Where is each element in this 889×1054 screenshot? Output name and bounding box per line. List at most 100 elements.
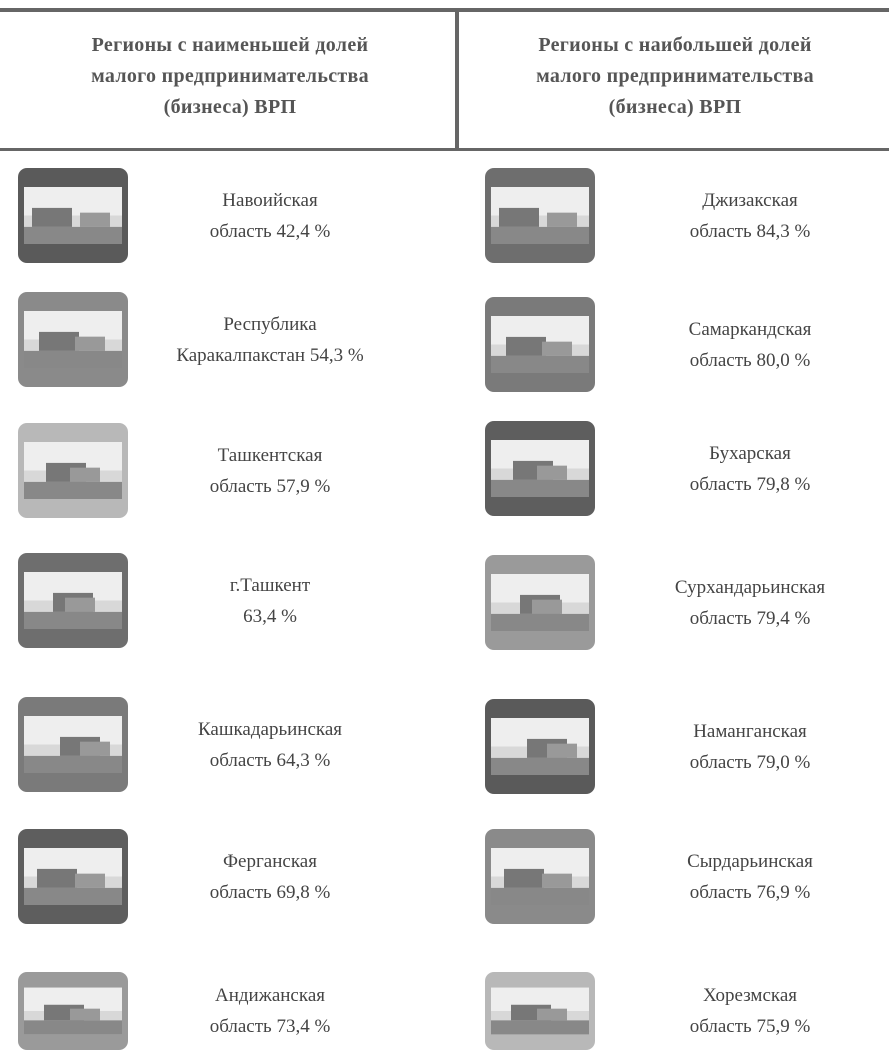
- photo-shape: [491, 480, 589, 497]
- photo: [18, 829, 128, 924]
- photo-shape: [537, 466, 567, 480]
- photo-shape: [491, 888, 589, 905]
- photo-shape: [491, 614, 589, 631]
- region-label-line: Андижанская: [120, 980, 420, 1011]
- photo-shape: [24, 756, 122, 773]
- page: Регионы с наименьшей долеймалого предпри…: [0, 0, 889, 1054]
- photo-shape: [542, 874, 572, 888]
- column-header: Регионы с наибольшей долеймалого предпри…: [455, 30, 889, 123]
- region-photo: [485, 168, 595, 263]
- region-label-line: Кашкадарьинская: [120, 714, 420, 745]
- region-label-line: Ферганская: [120, 846, 420, 877]
- photo-shape: [24, 888, 122, 905]
- region-photo: [18, 697, 128, 792]
- photo: [485, 829, 595, 924]
- photo: [18, 423, 128, 518]
- photo-shape: [532, 600, 562, 614]
- photo-shape: [24, 227, 122, 244]
- region-photo: [18, 292, 128, 387]
- region-label-line: Республика: [120, 309, 420, 340]
- photo-shape: [504, 869, 544, 888]
- region-photo: [18, 972, 128, 1050]
- header-line: малого предпринимательства: [455, 61, 889, 92]
- region-photo: [485, 699, 595, 794]
- photo: [485, 699, 595, 794]
- photo-shape: [24, 351, 122, 368]
- region-label-line: Бухарская: [600, 438, 889, 469]
- photo-shape: [537, 1009, 567, 1021]
- photo-shape: [24, 1020, 122, 1034]
- top-rule: [0, 8, 889, 12]
- photo-shape: [80, 742, 110, 756]
- photo-shape: [24, 612, 122, 629]
- photo-shape: [75, 337, 105, 351]
- region-photo: [18, 553, 128, 648]
- photo-shape: [70, 1009, 100, 1021]
- header-line: малого предпринимательства: [10, 61, 450, 92]
- photo: [18, 972, 128, 1050]
- region-photo: [485, 829, 595, 924]
- region-label-line: Ташкентская: [120, 440, 420, 471]
- photo-shape: [80, 213, 110, 227]
- photo-shape: [37, 869, 77, 888]
- photo-shape: [32, 208, 72, 227]
- photo: [18, 553, 128, 648]
- region-photo: [18, 423, 128, 518]
- photo: [485, 972, 595, 1050]
- region-photo: [18, 168, 128, 263]
- region-label-line: Джизакская: [600, 185, 889, 216]
- photo-shape: [542, 342, 572, 356]
- region-label-line: Самаркандская: [600, 314, 889, 345]
- header-line: (бизнеса) ВРП: [455, 92, 889, 123]
- photo-shape: [499, 208, 539, 227]
- photo-shape: [39, 332, 79, 351]
- photo-shape: [75, 874, 105, 888]
- photo-shape: [547, 744, 577, 758]
- region-label-line: Наманганская: [600, 716, 889, 747]
- photo-shape: [24, 482, 122, 499]
- region-label-line: область 80,0 %: [600, 345, 889, 376]
- photo-shape: [70, 468, 100, 482]
- photo: [485, 168, 595, 263]
- photo-shape: [491, 356, 589, 373]
- photo: [18, 168, 128, 263]
- photo-shape: [491, 227, 589, 244]
- photo-shape: [65, 598, 95, 612]
- region-label: Хорезмскаяобласть 75,9 %: [600, 980, 889, 1042]
- region-label-line: область 69,8 %: [120, 877, 420, 908]
- photo: [18, 697, 128, 792]
- region-label-line: область 79,0 %: [600, 747, 889, 778]
- region-label-line: область 76,9 %: [600, 877, 889, 908]
- region-label: Навоийскаяобласть 42,4 %: [120, 185, 420, 247]
- photo-shape: [547, 213, 577, 227]
- region-label-line: область 57,9 %: [120, 471, 420, 502]
- region-label-line: область 79,8 %: [600, 469, 889, 500]
- region-label-line: Сурхандарьинская: [600, 572, 889, 603]
- photo: [485, 421, 595, 516]
- region-photo: [485, 972, 595, 1050]
- region-label-line: область 84,3 %: [600, 216, 889, 247]
- photo-shape: [506, 337, 546, 356]
- region-label-line: Сырдарьинская: [600, 846, 889, 877]
- region-label-line: Каракалпакстан 54,3 %: [120, 340, 420, 371]
- region-label-line: г.Ташкент: [120, 570, 420, 601]
- region-photo: [485, 555, 595, 650]
- header-line: Регионы с наименьшей долей: [10, 30, 450, 61]
- photo: [485, 555, 595, 650]
- photo-shape: [491, 758, 589, 775]
- region-label-line: область 73,4 %: [120, 1011, 420, 1042]
- header-rule: [0, 148, 889, 151]
- region-label-line: область 75,9 %: [600, 1011, 889, 1042]
